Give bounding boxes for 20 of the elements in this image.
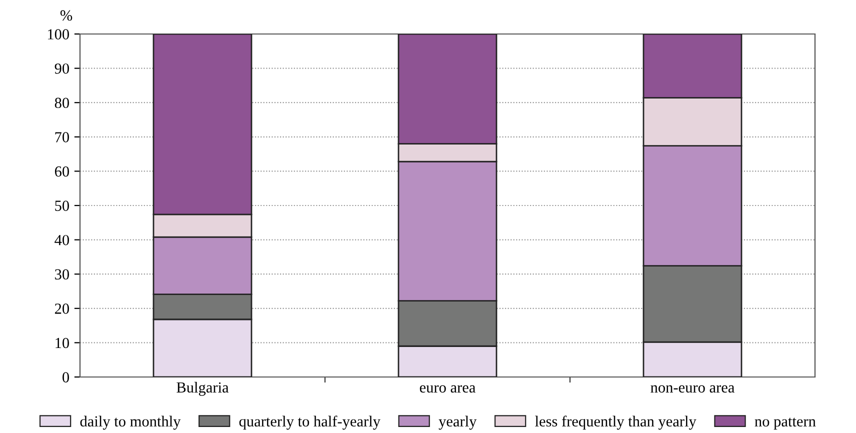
legend-label: yearly [438,416,477,430]
x-tick-label: euro area [420,385,476,393]
y-tick-label: 10 [56,338,69,348]
y-tick-label: 60 [54,166,69,177]
legend-label: daily to monthly [80,416,181,430]
legend-label: no pattern [754,418,816,430]
y-tick-label: 100 [48,29,69,40]
y-tick-label: 50 [55,200,69,211]
x-tick-label: Bulgaria [176,382,229,396]
x-tick-label: non-euro area [650,385,734,393]
legend-label: less frequently than yearly [535,416,696,430]
y-tick-label: 30 [55,269,69,280]
y-tick-label: 70 [55,132,69,142]
y-axis-title: % [60,10,72,21]
legend-label: quarterly to half-yearly [239,416,380,430]
y-tick-label: 80 [54,98,69,108]
y-tick-label: 20 [54,304,69,314]
y-tick-label: 90 [54,63,69,74]
y-tick-label: 0 [62,372,69,382]
y-tick-label: 40 [54,234,69,246]
